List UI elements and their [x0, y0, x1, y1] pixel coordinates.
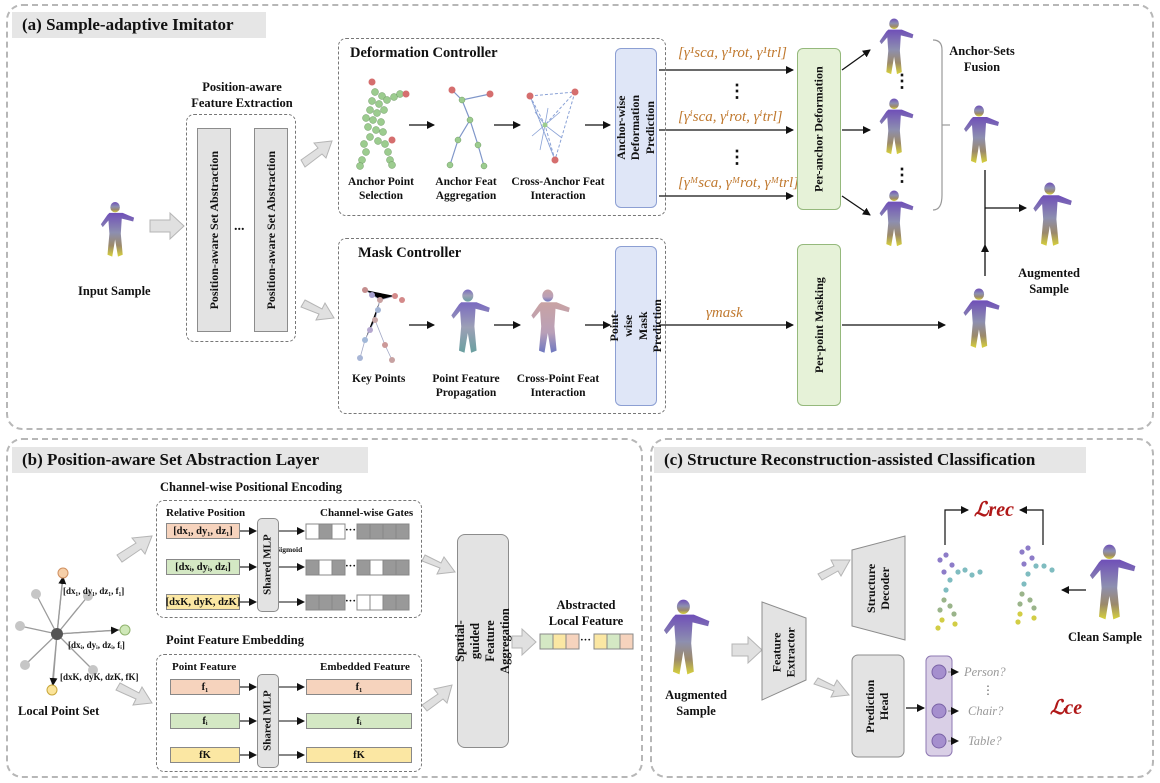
class-person-label: Person?	[964, 665, 1006, 679]
panel-c	[650, 438, 1154, 778]
gate-dots-2: ···	[345, 560, 357, 572]
anchor-point-scatter	[356, 78, 410, 170]
mask-controller-box	[338, 238, 666, 414]
pafe-title: Position-aware Feature Extraction	[191, 80, 293, 110]
per-anchor-deformation-block: Per-anchor Deformation	[797, 48, 841, 210]
deform-param-1: [γ¹sca, γ¹rot, γ¹trl]	[678, 45, 788, 61]
ef-1: f₁	[306, 679, 412, 695]
relative-position-label: Relative Position	[166, 507, 246, 519]
point-feature-label: Point Feature	[172, 661, 237, 673]
panel-a-title: (a) Sample-adaptive Imitator	[12, 12, 266, 38]
gamma-mask-label: γmask	[706, 305, 743, 321]
anchor-wise-prediction-block: Anchor-wise Deformation Prediction	[614, 48, 657, 208]
pfe-box	[156, 654, 422, 772]
node-label-1: [dx₁, dy₁, dz₁, f₁]	[63, 586, 125, 596]
gate-dots-3: ···	[345, 595, 357, 607]
node-label-i: [dxᵢ, dyᵢ, dzᵢ, fᵢ]	[68, 640, 125, 650]
class-chair-label: Chair?	[968, 704, 1004, 718]
pfe-title: Point Feature Embedding	[166, 633, 304, 647]
mask-controller-title: Mask Controller	[358, 245, 462, 261]
gate-dots-1: ···	[345, 524, 357, 536]
cross-anchor-interaction-label: Cross-Anchor Feat Interaction	[511, 176, 605, 203]
panel-b	[6, 438, 643, 778]
sigmoid-label: Sigmoid	[276, 545, 303, 554]
feature-extractor-shape	[761, 601, 807, 701]
ef-k: fK	[306, 747, 412, 763]
panel-b-title: (b) Position-aware Set Abstraction Layer	[12, 447, 368, 473]
key-points-label: Key Points	[352, 373, 406, 385]
augmented-sample-label-c: Augmented Sample	[665, 688, 727, 718]
anchor-sets-fusion-label: Anchor-Sets Fusion	[949, 44, 1015, 74]
local-point-set-graph	[15, 567, 131, 696]
structure-decoder-shape	[851, 535, 906, 641]
loss-ce-label: ℒce	[1050, 697, 1083, 719]
vdots-1: ⋮	[728, 81, 746, 101]
panel-c-title: (c) Structure Reconstruction-assisted Cl…	[654, 447, 1086, 473]
class-vdots: ⋮	[982, 683, 994, 697]
prediction-head-label: Prediction Head	[863, 679, 893, 733]
pf-1: f₁	[170, 679, 240, 695]
channel-gates-label: Channel-wise Gates	[320, 507, 414, 519]
shared-mlp-1: Shared MLP	[257, 518, 279, 612]
deform-param-i: [γⁱsca, γⁱrot, γⁱtrl]	[678, 109, 783, 125]
abstracted-local-feature-label: Abstracted Local Feature	[548, 598, 624, 628]
feature-extractor-label: Feature Extractor	[769, 627, 799, 677]
deform-param-m: [γᴹsca, γᴹrot, γᴹtrl]	[678, 175, 800, 191]
panel-a	[6, 4, 1154, 430]
sgfa-block: Spatial-guided Feature Aggregation	[453, 534, 512, 748]
point-wise-prediction-block: Point-wise Mask Prediction	[607, 246, 664, 406]
ef-i: fᵢ	[306, 713, 412, 729]
channel-gates	[305, 523, 410, 611]
cwpe-title: Channel-wise Positional Encoding	[160, 480, 342, 494]
rel-pos-i: [dxᵢ, dyᵢ, dzᵢ]	[166, 559, 240, 575]
shared-mlp-2: Shared MLP	[257, 674, 279, 768]
structure-decoder-label: Structure Decoder	[864, 563, 893, 613]
deformation-controller-title: Deformation Controller	[350, 45, 498, 61]
pf-k: fK	[170, 747, 240, 763]
out-vdots-2: ⋮	[893, 165, 911, 185]
vdots-2: ⋮	[728, 147, 746, 167]
embedded-feature-label: Embedded Feature	[320, 661, 410, 673]
pf-i: fᵢ	[170, 713, 240, 729]
prediction-head-shape	[851, 654, 905, 758]
pasa-block-2: Position-aware Set Abstraction	[254, 128, 288, 332]
cross-point-interaction-label: Cross-Point Feat Interaction	[516, 373, 600, 400]
anchor-feat-aggregation-label: Anchor Feat Aggregation	[435, 176, 497, 203]
local-point-set-label: Local Point Set	[18, 704, 100, 718]
reconstruction-scatter	[935, 545, 1055, 631]
pasa-block-1: Position-aware Set Abstraction	[197, 128, 231, 332]
pasa-ellipsis: ...	[234, 219, 245, 234]
key-points-graph	[357, 287, 405, 363]
point-feature-propagation-label: Point Feature Propagation	[432, 373, 500, 400]
rel-pos-k: [dxK, dyK, dzK]	[166, 594, 240, 610]
deformation-controller-box	[338, 38, 666, 216]
rel-pos-1: [dx₁, dy₁, dz₁]	[166, 523, 240, 539]
anchor-aggregation-graph	[446, 86, 494, 170]
anchor-point-selection-label: Anchor Point Selection	[348, 176, 414, 203]
feature-bar-dots: ···	[580, 634, 592, 646]
class-table-label: Table?	[968, 734, 1002, 748]
input-sample-label: Input Sample	[78, 284, 151, 298]
loss-rec-label: ℒrec	[974, 499, 1014, 521]
cwpe-box	[156, 500, 422, 618]
input-sample-figure	[100, 201, 135, 257]
node-label-k: [dxK, dyK, dzK, fK]	[60, 672, 139, 682]
clean-sample-label: Clean Sample	[1068, 630, 1142, 644]
cross-anchor-graph	[526, 88, 579, 164]
out-vdots-1: ⋮	[893, 71, 911, 91]
per-point-masking-block: Per-point Masking	[797, 244, 841, 406]
pafe-box	[186, 114, 296, 342]
abstracted-feature-bar	[539, 633, 634, 650]
augmented-sample-label-a: Augmented Sample	[1018, 266, 1080, 296]
